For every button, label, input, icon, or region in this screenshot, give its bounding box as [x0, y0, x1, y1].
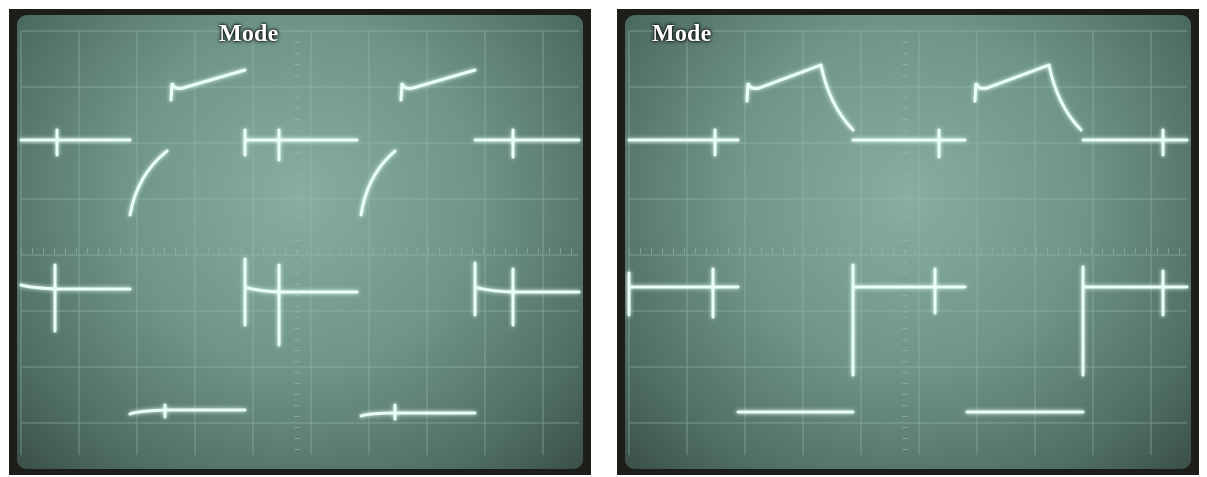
oscilloscope-left: Mode [9, 9, 591, 475]
traces-left [19, 68, 581, 421]
oscilloscope-right: Mode [617, 9, 1199, 475]
trace-plot-left [19, 30, 581, 455]
trace-plot-right [627, 30, 1189, 455]
graticule-right [628, 30, 1187, 455]
panel-title-left: Mode [219, 21, 279, 47]
scope-screen-right [625, 15, 1191, 469]
panel-title-right: Mode [652, 21, 712, 47]
scope-screen-left [17, 15, 583, 469]
graticule-left [20, 30, 579, 455]
traces-right [627, 63, 1189, 414]
